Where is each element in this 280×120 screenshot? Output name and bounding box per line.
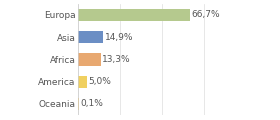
- Bar: [78, 76, 87, 88]
- Text: 14,9%: 14,9%: [105, 33, 133, 42]
- Text: 13,3%: 13,3%: [102, 55, 131, 64]
- Bar: [78, 31, 103, 43]
- Bar: [78, 9, 190, 21]
- Text: 5,0%: 5,0%: [88, 77, 111, 86]
- Bar: [78, 53, 101, 66]
- Text: 0,1%: 0,1%: [80, 99, 103, 108]
- Text: 66,7%: 66,7%: [192, 10, 220, 19]
